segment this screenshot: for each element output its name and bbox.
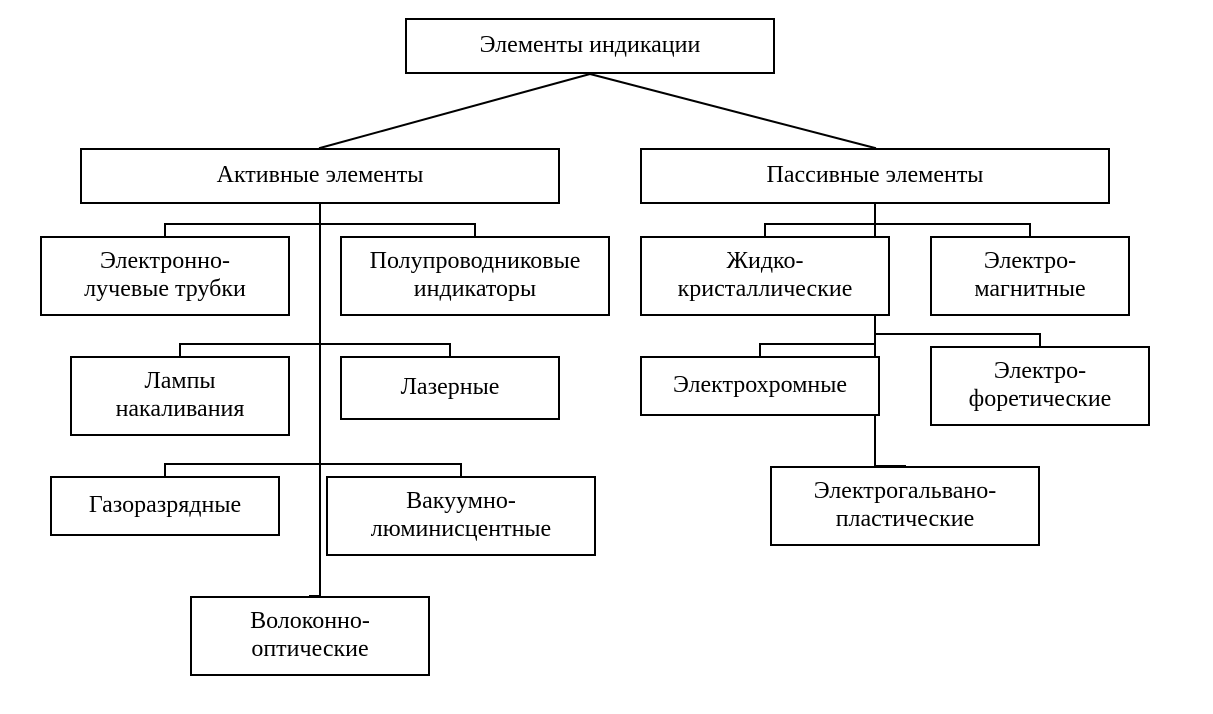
node-fiber: Волоконно- оптические — [190, 596, 430, 676]
node-laser: Лазерные — [340, 356, 560, 420]
node-semi: Полупроводниковые индикаторы — [340, 236, 610, 316]
node-electrochrom: Электрохромные — [640, 356, 880, 416]
node-root: Элементы индикации — [405, 18, 775, 74]
node-passive: Пассивные элементы — [640, 148, 1110, 204]
node-galvano: Электрогальвано- пластические — [770, 466, 1040, 546]
node-electrophor: Электро- форетические — [930, 346, 1150, 426]
node-crt: Электронно- лучевые трубки — [40, 236, 290, 316]
node-electromag: Электро- магнитные — [930, 236, 1130, 316]
diagram-canvas: Элементы индикации Активные элементы Пасси… — [0, 0, 1213, 714]
node-active: Активные элементы — [80, 148, 560, 204]
node-vacuum: Вакуумно- люминисцентные — [326, 476, 596, 556]
node-incandescent: Лампы накаливания — [70, 356, 290, 436]
node-lcd: Жидко- кристаллические — [640, 236, 890, 316]
node-gasdischarge: Газоразрядные — [50, 476, 280, 536]
